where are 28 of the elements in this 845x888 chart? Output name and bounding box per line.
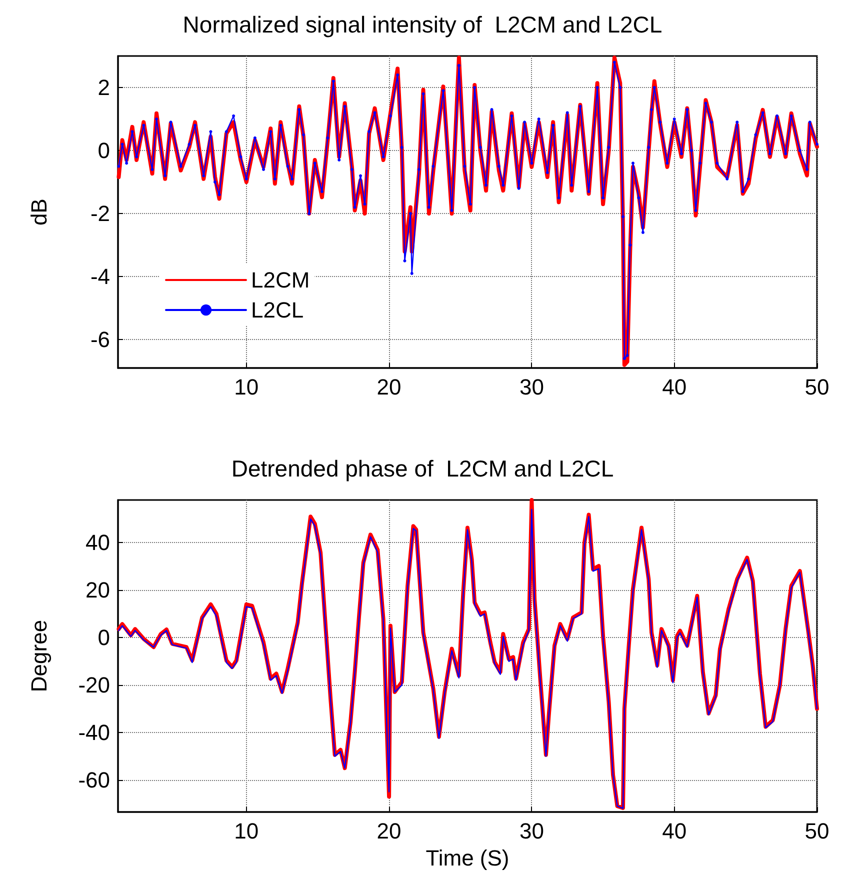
y-tick-label: -2 — [90, 201, 110, 226]
y-tick-label: 0 — [98, 138, 110, 164]
y-tick-label: 0 — [98, 625, 110, 650]
x-tick-label: 20 — [376, 818, 402, 844]
y-tick-label: -40 — [78, 720, 110, 746]
chart-title: Normalized signal intensity of L2CM and L2CL — [182, 12, 662, 38]
x-tick-label: 30 — [519, 818, 544, 844]
y-tick-label: -20 — [78, 672, 110, 698]
x-tick-label: 50 — [804, 818, 830, 844]
x-tick-label: 40 — [662, 818, 687, 844]
legend-label: L2CL — [251, 298, 304, 322]
y-tick-label: 20 — [86, 578, 110, 603]
y-tick-label: -6 — [90, 327, 110, 352]
y-tick-label: 40 — [86, 530, 110, 556]
y-tick-label: -4 — [90, 264, 110, 290]
x-tick-label: 10 — [234, 818, 259, 844]
chart-title: Detrended phase of L2CM and L2CL — [231, 456, 614, 482]
legend-label: L2CM — [251, 268, 310, 292]
y-tick-label: -60 — [78, 767, 110, 792]
x-tick-label: 50 — [804, 374, 830, 400]
x-tick-label: 20 — [376, 374, 402, 400]
y-tick-label: 2 — [98, 75, 110, 100]
x-tick-label: 40 — [662, 374, 687, 400]
x-tick-label: 10 — [234, 374, 259, 400]
x-axis-title: Time (S) — [426, 845, 510, 870]
x-tick-label: 30 — [519, 374, 544, 400]
y-axis-title: dB — [26, 198, 52, 226]
y-axis-title: Degree — [26, 620, 52, 692]
